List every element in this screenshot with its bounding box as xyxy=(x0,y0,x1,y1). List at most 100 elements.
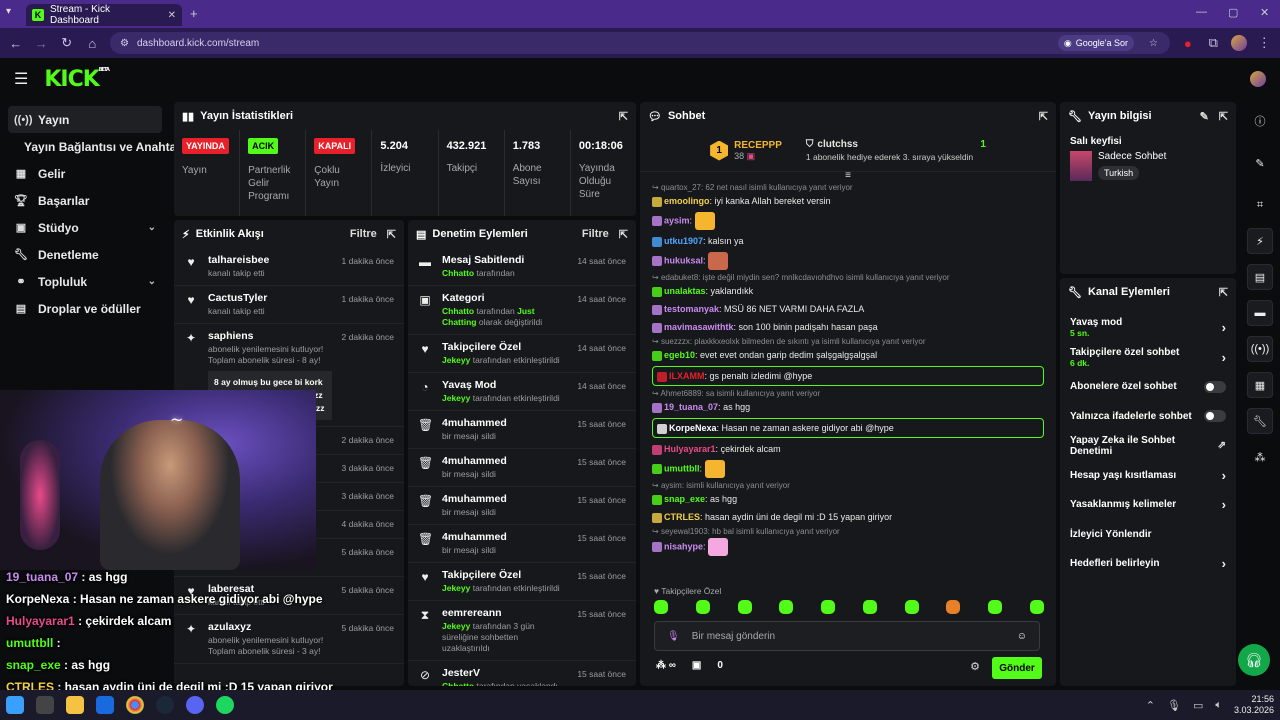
popout-icon[interactable]: ⇱ xyxy=(1038,110,1048,123)
discord-icon[interactable] xyxy=(186,696,204,714)
sidebar-item-community[interactable]: ⚭ Topluluk ⌄ xyxy=(8,268,162,295)
external-link-icon[interactable]: ⇗ xyxy=(1217,440,1226,452)
popout-icon[interactable]: ⇱ xyxy=(618,228,628,241)
home-icon[interactable]: ⌂ xyxy=(88,35,97,51)
sidebar-item-studio[interactable]: ▣ Stüdyo ⌄ xyxy=(8,214,162,241)
chat-message[interactable]: aysim: xyxy=(640,210,1056,232)
sidebar-item-achievements[interactable]: 🏆︎ Başarılar xyxy=(8,187,162,214)
toggle-switch[interactable] xyxy=(1204,410,1226,423)
chat-message[interactable]: utku1907: kalsın ya xyxy=(640,232,1056,250)
chat-message[interactable]: ILXAMM: gs penaltı izledimi @hype xyxy=(652,366,1044,386)
chevron-right-icon[interactable]: › xyxy=(1221,556,1226,572)
clock[interactable]: 21:56 3.03.2026 xyxy=(1234,694,1274,716)
chat-message[interactable]: nisahype: xyxy=(640,536,1056,558)
quick-emote-icon[interactable] xyxy=(821,600,836,614)
bookmark-star-icon[interactable]: ☆ xyxy=(1149,37,1158,49)
lightning-icon[interactable]: ⚡︎ xyxy=(1247,228,1273,254)
channel-action-item[interactable]: Yasaklanmış kelimeler › xyxy=(1060,490,1236,520)
chat-message[interactable]: umuttbll: xyxy=(640,458,1056,480)
channel-action-item[interactable]: İzleyici Yönlendir xyxy=(1060,520,1236,550)
chat-username[interactable]: aysim xyxy=(664,215,690,226)
quick-emote-icon[interactable] xyxy=(988,600,1003,614)
support-headset-icon[interactable]: 🎧︎ xyxy=(1238,644,1270,676)
chat-message[interactable]: mavimasawithtk: son 100 binin padişahı h… xyxy=(640,318,1056,336)
maximize-icon[interactable]: ▢ xyxy=(1228,7,1239,19)
chat-input[interactable]: 🎙︎ Bir mesaj gönderin ☺ xyxy=(654,621,1040,651)
chat-username[interactable]: snap_exe xyxy=(664,494,706,504)
user-avatar[interactable] xyxy=(1250,71,1266,87)
filter-button[interactable]: Filtre xyxy=(349,228,377,240)
category-name[interactable]: Sadece Sohbet xyxy=(1098,151,1167,162)
channel-action-item[interactable]: Yalnızca ifadelerle sohbet xyxy=(1060,402,1236,432)
chat-message[interactable]: emoolingo: iyi kanka Allah bereket versi… xyxy=(640,192,1056,210)
layout-icon[interactable]: ▦ xyxy=(1247,372,1273,398)
chat-message[interactable]: hukuksal: xyxy=(640,250,1056,272)
tray-chevron-icon[interactable]: ⌃ xyxy=(1145,699,1155,712)
chevron-down-icon[interactable]: ⌄ xyxy=(147,276,156,287)
quick-emote-icon[interactable] xyxy=(1029,600,1044,614)
browser-profile-avatar[interactable] xyxy=(1231,35,1247,51)
chevron-right-icon[interactable]: › xyxy=(1221,497,1226,513)
search-icon[interactable] xyxy=(36,696,54,714)
chat-username[interactable]: testomanyak xyxy=(664,304,720,314)
outlook-icon[interactable] xyxy=(96,696,114,714)
pencil-icon[interactable]: ✎ xyxy=(1255,157,1265,170)
steam-icon[interactable] xyxy=(156,696,174,714)
toggle-switch[interactable] xyxy=(1204,380,1226,393)
network-icon[interactable]: ▭ xyxy=(1192,699,1204,712)
chat-username[interactable]: utku1907 xyxy=(664,236,704,246)
reply-context[interactable]: ↪ suezzzx: plaxkkxeolxk bilmeden de sıkı… xyxy=(640,336,1056,346)
moderator-name[interactable]: Jekeyy xyxy=(442,621,471,631)
moderator-name[interactable]: Chhatto xyxy=(442,268,475,278)
chat-username[interactable]: unalaktas xyxy=(664,286,706,296)
mic-icon[interactable]: 🎙︎ xyxy=(667,630,680,642)
quick-emote-icon[interactable] xyxy=(695,600,710,614)
popout-icon[interactable]: ⇱ xyxy=(1218,110,1228,123)
browser-tab[interactable]: K Stream - Kick Dashboard ✕ xyxy=(26,4,182,26)
emoji-icon[interactable]: ☺ xyxy=(1016,630,1027,642)
scroll-down-icon[interactable]: ≡ xyxy=(845,170,851,181)
chat-username[interactable]: Hulyayarar1 xyxy=(664,444,716,454)
sidebar-item-moderation[interactable]: 🔧︎ Denetleme xyxy=(8,241,162,268)
chevron-right-icon[interactable]: › xyxy=(1221,319,1226,335)
send-button[interactable]: Gönder xyxy=(992,657,1042,679)
quick-emote-icon[interactable] xyxy=(654,600,668,614)
chat-username[interactable]: CTRLES xyxy=(664,512,700,522)
chat-message[interactable]: KorpeNexa: Hasan ne zaman askere gidiyor… xyxy=(652,418,1044,438)
screenshot-icon[interactable]: ⌗ xyxy=(1256,198,1264,211)
activity-user[interactable]: CactusTyler xyxy=(208,292,268,304)
chat-username[interactable]: egeb10 xyxy=(664,350,696,360)
reply-context[interactable]: ↪ seyewal1903: hb bal isimli kullanıcıya… xyxy=(640,526,1056,536)
quick-emote-icon[interactable] xyxy=(946,600,961,614)
reply-context[interactable]: ↪ quartox_27: 62 net nasıl isimli kullan… xyxy=(640,182,1056,192)
quick-emote-icon[interactable] xyxy=(737,600,752,614)
chat-message[interactable]: unalaktas: yaklandıkk xyxy=(640,282,1056,300)
channel-action-item[interactable]: Hedefleri belirleyin › xyxy=(1060,549,1236,579)
google-ask-button[interactable]: ◉ Google'a Sor xyxy=(1057,35,1134,51)
chat-username[interactable]: mavimasawithtk xyxy=(664,322,734,332)
chat-username[interactable]: emoolingo xyxy=(664,196,710,206)
close-tab-icon[interactable]: ✕ xyxy=(167,9,176,21)
moderator-name[interactable]: Chhatto xyxy=(442,681,475,686)
sidebar-item-stream-key[interactable]: Yayın Bağlantısı ve Anahtarı xyxy=(8,133,184,160)
extensions-icon[interactable]: ⧉ xyxy=(1208,35,1218,50)
moderator-name[interactable]: Chhatto xyxy=(442,306,475,316)
chat-username[interactable]: ILXAMM xyxy=(669,371,705,381)
forward-icon[interactable]: → xyxy=(34,35,48,51)
moderator-name[interactable]: Jekeyy xyxy=(442,393,471,403)
moderator-name[interactable]: Jekeyy xyxy=(442,355,471,365)
channel-action-item[interactable]: Takipçilere özel sohbet 6 dk. › xyxy=(1060,342,1236,372)
file-explorer-icon[interactable] xyxy=(66,696,84,714)
channel-action-item[interactable]: Yavaş mod 5 sn. › xyxy=(1060,312,1236,342)
url-field[interactable]: ⚙ dashboard.kick.com/stream ◉ Google'a So… xyxy=(110,32,1170,54)
edit-pencil-icon[interactable]: ✎ xyxy=(1199,110,1209,123)
moderator-name[interactable]: Jekeyy xyxy=(442,583,471,593)
chat-message[interactable]: snap_exe: as hgg xyxy=(640,490,1056,508)
channel-action-item[interactable]: Hesap yaşı kısıtlaması › xyxy=(1060,461,1236,491)
reply-context[interactable]: ↪ edabuket8: işte değil miydin sen? mnlk… xyxy=(640,272,1056,282)
quick-emote-icon[interactable] xyxy=(904,600,919,614)
apps-icon[interactable]: ⁂ xyxy=(1254,451,1266,464)
chat-message[interactable]: testomanyak: MSÜ 86 NET VARMI DAHA FAZLA xyxy=(640,300,1056,318)
activity-user[interactable]: azulaxyz xyxy=(208,621,252,633)
document-icon[interactable]: ▤ xyxy=(1247,264,1273,290)
